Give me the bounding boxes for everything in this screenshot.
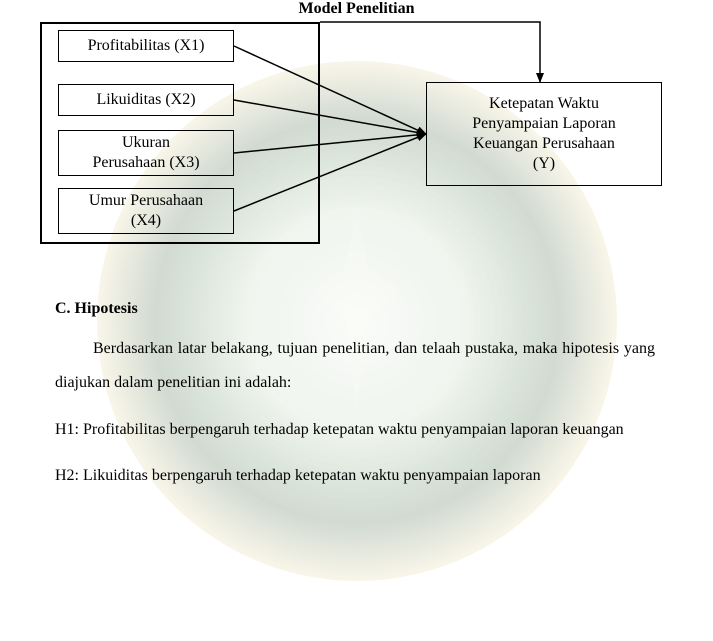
page-title: Model Penelitian	[0, 0, 713, 18]
text-content: C. Hipotesis Berdasarkan latar belakang,…	[55, 300, 655, 504]
section-heading: C. Hipotesis	[55, 300, 655, 318]
research-model-diagram: Profitabilitas (X1) Likuiditas (X2) Ukur…	[40, 22, 680, 262]
diagram-arrows	[40, 22, 680, 262]
intro-paragraph: Berdasarkan latar belakang, tujuan penel…	[55, 332, 655, 399]
hypothesis-h2: H2: Likuiditas berpengaruh terhadap kete…	[55, 459, 655, 493]
hypothesis-h1: H1: Profitabilitas berpengaruh terhadap …	[55, 413, 655, 447]
